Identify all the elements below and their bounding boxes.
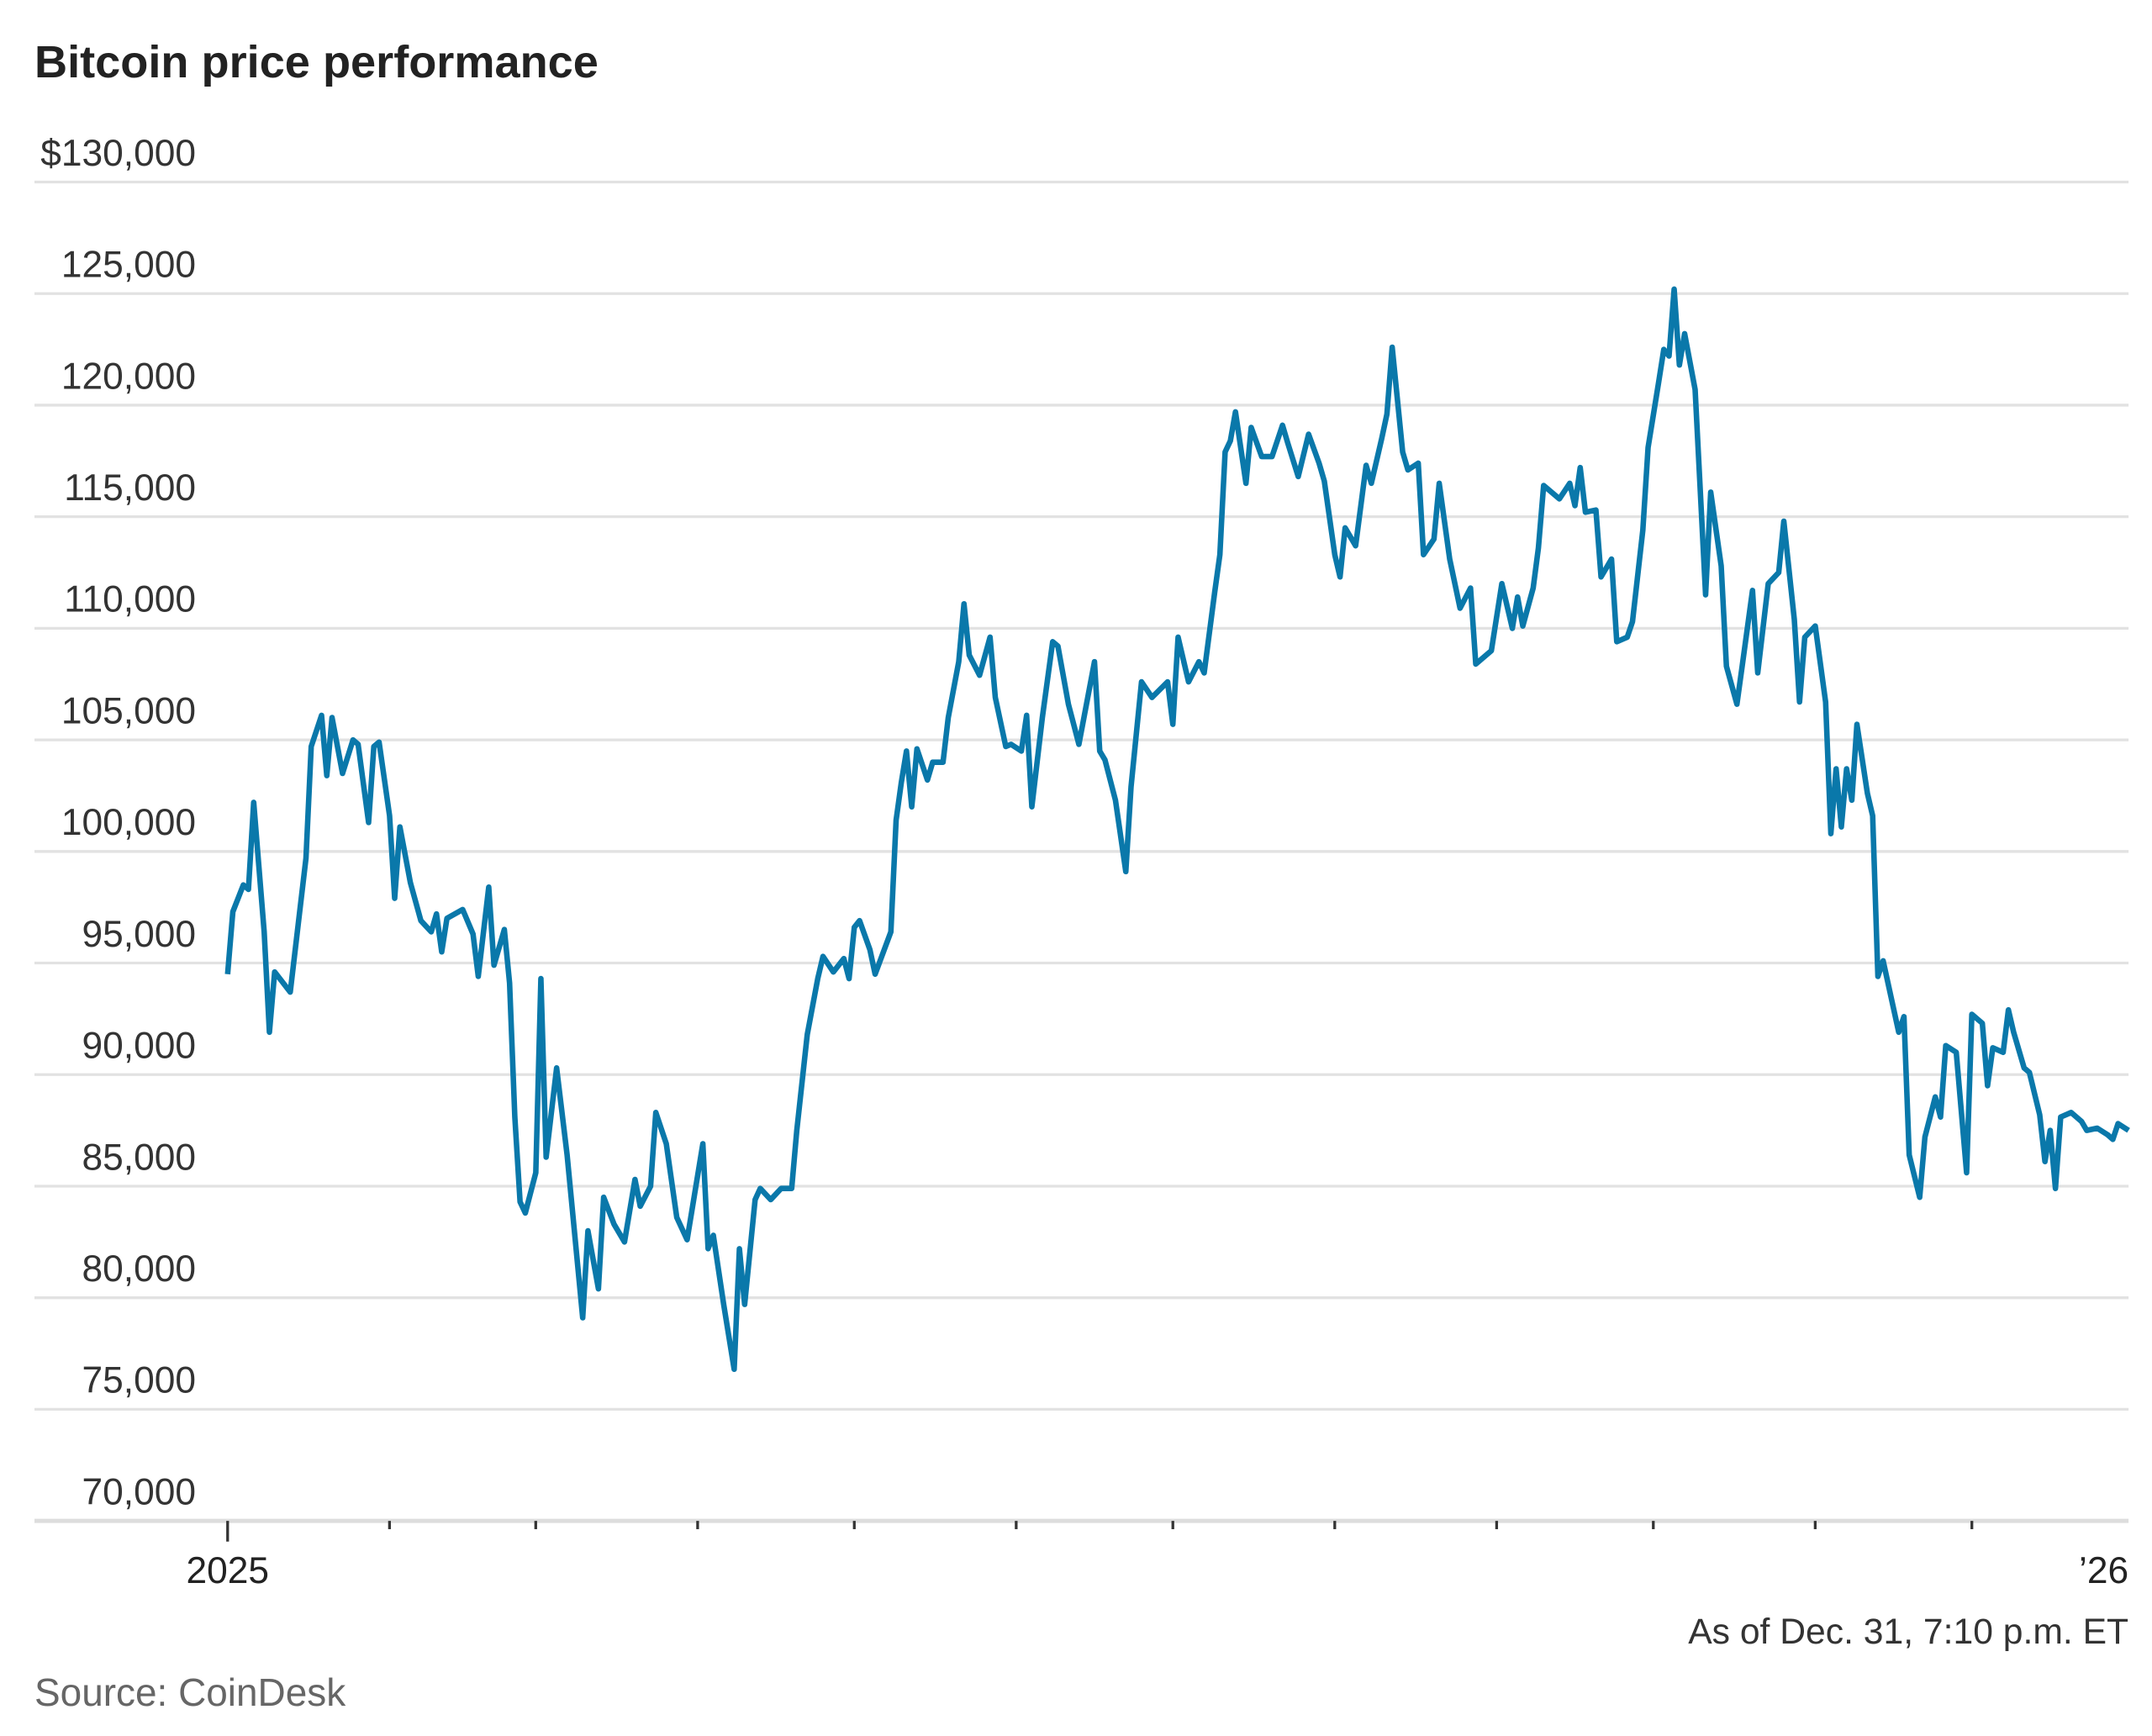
y-tick-label: 115,000 <box>64 467 196 509</box>
chart-title: Bitcoin price performance <box>34 37 599 87</box>
y-tick-label: 120,000 <box>61 356 196 397</box>
x-tick-label: 2025 <box>186 1550 269 1591</box>
y-tick-label: 110,000 <box>64 579 196 620</box>
price-line <box>224 286 2130 1372</box>
y-tick-label: 90,000 <box>82 1026 196 1067</box>
y-tick-label: 85,000 <box>82 1137 196 1178</box>
y-tick-label: 70,000 <box>82 1471 196 1512</box>
y-tick-label: $130,000 <box>40 133 196 174</box>
gridlines <box>34 180 2129 1523</box>
y-tick-label: 100,000 <box>61 802 196 843</box>
x-tick-label: ’26 <box>2079 1550 2128 1591</box>
y-tick-label: 75,000 <box>82 1360 196 1401</box>
source-note: Source: CoinDesk <box>34 1670 346 1714</box>
y-tick-label: 105,000 <box>61 690 196 731</box>
y-tick-label: 80,000 <box>82 1248 196 1290</box>
y-tick-label: 125,000 <box>61 245 196 286</box>
x-axis-ticks: 2025 ’26 <box>186 1521 2128 1591</box>
y-axis-labels: $130,000 125,000 120,000 115,000 110,000 105,… <box>40 133 196 1513</box>
y-tick-label: 95,000 <box>82 914 196 955</box>
as-of-note: As of Dec. 31, 7:10 p.m. ET <box>1688 1612 2128 1652</box>
